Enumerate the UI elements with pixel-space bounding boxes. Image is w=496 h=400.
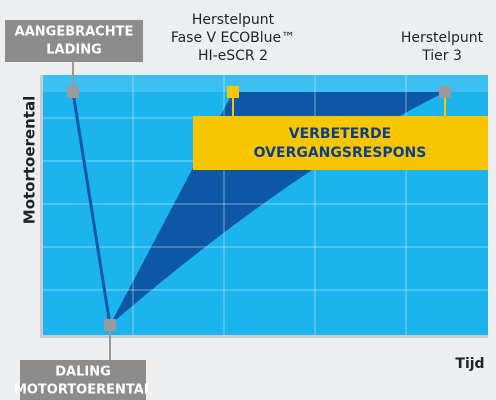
marker — [227, 86, 239, 98]
label: AANGEBRACHTE — [15, 25, 134, 40]
label: Fase V ECOBlue™ — [171, 30, 295, 46]
label: LADING — [46, 43, 102, 58]
label: HI-eSCR 2 — [198, 48, 268, 64]
label: MOTORTOERENTAL — [14, 383, 152, 398]
callout: VERBETERDE — [289, 126, 392, 142]
label: Herstelpunt — [401, 30, 484, 46]
marker — [439, 86, 451, 98]
marker — [104, 319, 116, 331]
top-band — [42, 75, 488, 92]
x-axis — [42, 335, 488, 338]
label-box — [5, 20, 143, 62]
label-box — [20, 360, 146, 400]
label: Tier 3 — [421, 48, 462, 64]
y-axis — [40, 75, 43, 338]
marker — [67, 86, 79, 98]
label: Herstelpunt — [192, 12, 275, 28]
x-axis-label: Tijd — [455, 356, 484, 372]
y-axis-label: Motortoerental — [21, 96, 39, 224]
callout: OVERGANGSRESPONS — [254, 145, 427, 161]
drop-line — [71, 91, 112, 326]
label: DALING — [55, 365, 111, 380]
callout-box — [193, 116, 488, 170]
